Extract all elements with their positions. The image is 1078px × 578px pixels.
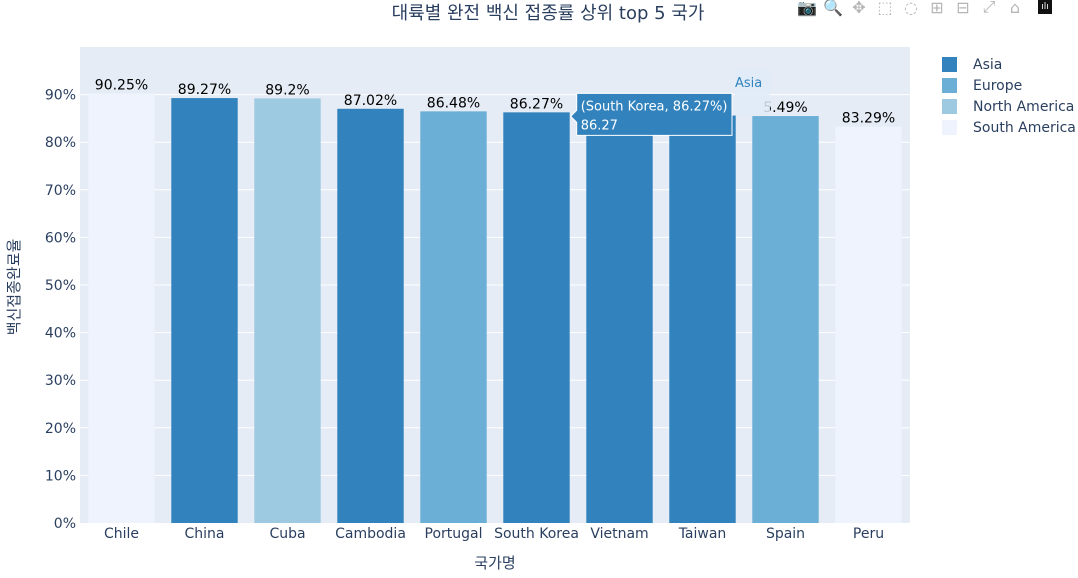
bar-value-label: 90.25%: [95, 77, 148, 93]
x-tick-label: Chile: [104, 526, 139, 542]
tooltip-line-2: 86.27: [581, 118, 618, 133]
bar-value-label: 89.2%: [265, 82, 309, 98]
zoom-icon[interactable]: 🔍: [823, 0, 843, 17]
hover-tooltip: Asia (South Korea, 86.27%) 86.27: [569, 70, 770, 136]
bar-value-label: 86.27%: [510, 96, 563, 112]
chart-title: 대륙별 완전 백신 접종률 상위 top 5 국가: [392, 3, 705, 24]
y-axis-title: 백신접종완료율: [5, 239, 23, 336]
tooltip-group-box: [735, 70, 770, 114]
bar[interactable]: [254, 98, 321, 524]
legend-item[interactable]: South America: [942, 120, 1076, 136]
x-tick-label: Vietnam: [590, 526, 648, 542]
x-tick-label: Spain: [766, 526, 805, 542]
x-tick-label: Cuba: [269, 526, 305, 542]
lasso-icon[interactable]: ◌: [904, 0, 918, 17]
x-axis-title: 국가명: [474, 554, 515, 572]
y-axis-ticks: 0% 10% 20% 30% 40% 50% 60% 70% 80% 90%: [45, 88, 76, 532]
y-tick-label: 60%: [45, 230, 76, 246]
x-tick-label: South Korea: [494, 526, 579, 542]
bar[interactable]: [420, 111, 487, 524]
legend[interactable]: Asia Europe North America South America: [942, 57, 1076, 136]
tooltip-box: [569, 92, 733, 136]
legend-label: North America: [973, 99, 1074, 115]
bar-value-label: 83.29%: [842, 111, 895, 127]
pan-icon[interactable]: ✥: [852, 0, 866, 17]
y-tick-label: 20%: [45, 421, 76, 437]
x-tick-label: Peru: [853, 526, 884, 542]
bar-value-label: 5.49%: [763, 100, 807, 116]
box-select-icon[interactable]: ⬚: [877, 0, 893, 17]
bar-value-label: 87.02%: [344, 93, 397, 109]
camera-icon[interactable]: 📷: [797, 0, 817, 17]
bar[interactable]: [337, 108, 404, 524]
bar[interactable]: [171, 98, 238, 523]
x-tick-label: Portugal: [425, 526, 483, 542]
legend-label: Europe: [973, 78, 1022, 94]
bar[interactable]: [669, 115, 736, 523]
legend-item[interactable]: Asia: [942, 57, 1002, 73]
bar[interactable]: [835, 126, 902, 523]
bars[interactable]: [88, 93, 902, 524]
zoom-out-icon[interactable]: ⊟: [956, 0, 970, 17]
y-tick-label: 70%: [45, 183, 76, 199]
legend-swatch: [942, 57, 957, 72]
bar-value-label: 86.48%: [427, 95, 480, 111]
legend-label: South America: [973, 120, 1076, 136]
legend-swatch: [942, 78, 957, 93]
modebar: 📷 🔍 ✥ ⬚ ◌ ⊞ ⊟ ⤢ ⌂ ılı: [796, 0, 1052, 20]
bar[interactable]: [586, 114, 653, 523]
x-tick-label: China: [185, 526, 225, 542]
autoscale-icon[interactable]: ⤢: [982, 0, 996, 16]
home-icon[interactable]: ⌂: [1009, 0, 1021, 17]
y-tick-label: 50%: [45, 278, 76, 294]
bar[interactable]: [88, 93, 155, 523]
y-tick-label: 10%: [45, 468, 76, 484]
legend-swatch: [942, 120, 957, 135]
legend-item[interactable]: North America: [942, 99, 1074, 115]
y-tick-label: 80%: [45, 135, 76, 151]
y-tick-label: 30%: [45, 373, 76, 389]
zoom-in-icon[interactable]: ⊞: [930, 0, 944, 17]
tooltip-group-label: Asia: [735, 76, 762, 91]
y-tick-label: 0%: [54, 516, 76, 532]
x-tick-label: Taiwan: [678, 526, 727, 542]
bar[interactable]: [752, 116, 819, 523]
x-axis-ticks: Chile China Cuba Cambodia Portugal South Kore…: [104, 526, 884, 542]
bar-labels: 90.25% 89.27% 89.2% 87.02% 86.48% 86.27% 5.49%…: [95, 77, 895, 126]
legend-label: Asia: [973, 57, 1002, 73]
tooltip-line-1: (South Korea, 86.27%): [581, 99, 728, 114]
y-tick-label: 90%: [45, 88, 76, 104]
bar[interactable]: [503, 112, 570, 523]
plotly-logo-icon[interactable]: ılı: [1038, 0, 1052, 14]
y-tick-label: 40%: [45, 326, 76, 342]
bar-value-label: 89.27%: [178, 82, 231, 98]
x-tick-label: Cambodia: [335, 526, 406, 542]
legend-swatch: [942, 99, 957, 114]
legend-item[interactable]: Europe: [942, 78, 1022, 94]
